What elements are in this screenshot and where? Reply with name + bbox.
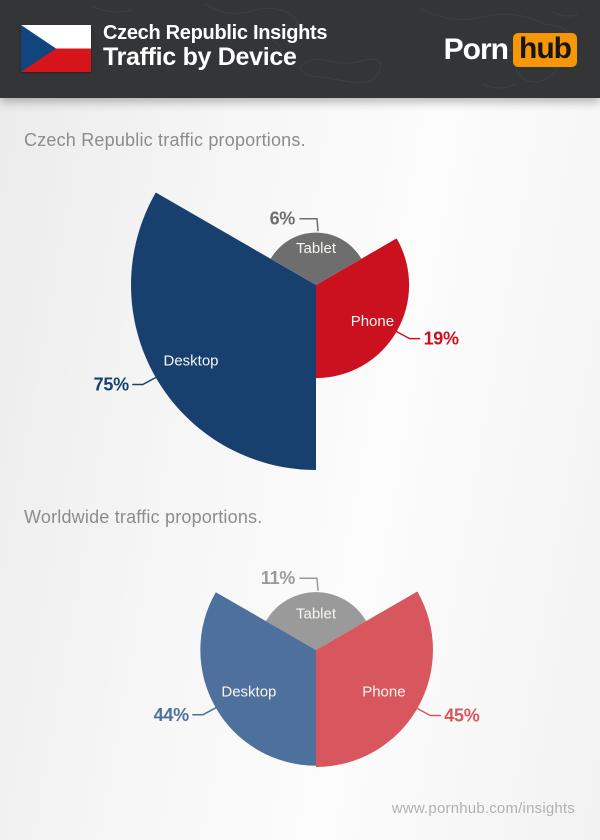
footer-insights-url[interactable]: www.pornhub.com/insights: [391, 800, 575, 817]
header-subtitle: Czech Republic Insights: [103, 22, 328, 44]
leader-line-desktop: [192, 707, 217, 716]
chart-title-worldwide: Worldwide traffic proportions.: [24, 507, 263, 527]
header-titles: Czech Republic Insights Traffic by Devic…: [103, 22, 328, 72]
chart-title-czech: Czech Republic traffic proportions.: [24, 130, 306, 150]
leader-line-phone: [416, 707, 442, 717]
pct-label-desktop: 44%: [154, 705, 189, 725]
logo-text-hub: hub: [513, 33, 577, 67]
slice-phone: [316, 591, 433, 767]
slice-label-desktop: Desktop: [163, 353, 218, 370]
logo-text-porn: Porn: [443, 33, 509, 66]
pct-label-desktop: 75%: [94, 375, 129, 395]
slice-label-phone: Phone: [351, 313, 394, 330]
slice-phone: [316, 238, 410, 379]
slice-label-desktop: Desktop: [221, 683, 276, 700]
header: Czech Republic Insights Traffic by Devic…: [0, 0, 600, 98]
pornhub-logo: Porn hub: [444, 33, 577, 67]
slice-desktop: [200, 592, 316, 766]
pct-label-tablet: 6%: [270, 209, 296, 229]
slice-label-phone: Phone: [362, 684, 405, 701]
leader-line-tablet: [299, 577, 319, 591]
pct-label-phone: 19%: [424, 329, 459, 349]
worldwide-traffic-rose-chart: Tablet 11% Phone 45% Desktop 44%: [154, 568, 480, 767]
leader-line-phone: [395, 330, 421, 340]
slice-tablet: [270, 232, 362, 285]
pct-label-phone: 45%: [444, 706, 479, 726]
slice-label-tablet: Tablet: [296, 240, 337, 257]
leader-line-tablet: [299, 217, 319, 232]
slice-tablet: [265, 592, 367, 650]
slice-desktop: [131, 192, 316, 470]
page-title: Traffic by Device: [103, 43, 297, 72]
czech-flag-icon: [21, 25, 91, 72]
leader-line-desktop: [132, 376, 157, 386]
slice-label-tablet: Tablet: [296, 606, 337, 623]
pct-label-tablet: 11%: [261, 568, 295, 588]
